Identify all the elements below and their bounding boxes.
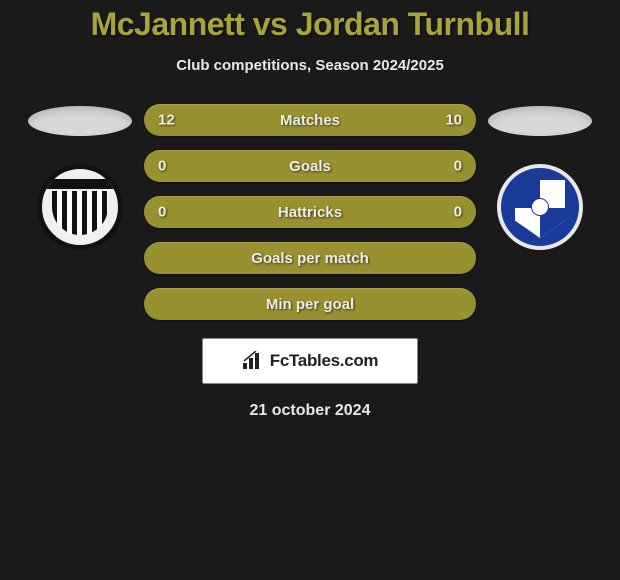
left-player-column: [20, 104, 140, 250]
page-title: McJannett vs Jordan Turnbull: [0, 6, 620, 43]
stat-bar-goals: 0 Goals 0: [144, 150, 476, 182]
stat-right-value: 10: [445, 112, 462, 129]
club-crest-right: [497, 164, 583, 250]
snapshot-date: 21 october 2024: [0, 402, 620, 420]
stat-left-value: 0: [158, 204, 166, 221]
right-player-column: [480, 104, 600, 250]
stat-bar-min-per-goal: Min per goal: [144, 288, 476, 320]
stat-bar-goals-per-match: Goals per match: [144, 242, 476, 274]
stat-right-value: 0: [454, 204, 462, 221]
club-crest-left: [37, 164, 123, 250]
stat-left-value: 0: [158, 158, 166, 175]
player-placeholder-left: [28, 106, 132, 136]
player-placeholder-right: [488, 106, 592, 136]
stat-bars: 12 Matches 10 0 Goals 0 0 Hattricks 0 Go…: [140, 104, 480, 320]
stat-label: Goals per match: [251, 250, 369, 267]
stat-bar-matches: 12 Matches 10: [144, 104, 476, 136]
page-subtitle: Club competitions, Season 2024/2025: [0, 57, 620, 74]
brand-text: FcTables.com: [270, 351, 379, 371]
header: McJannett vs Jordan Turnbull Club compet…: [0, 0, 620, 74]
stat-bar-hattricks: 0 Hattricks 0: [144, 196, 476, 228]
stat-label: Min per goal: [266, 296, 354, 313]
stat-left-value: 12: [158, 112, 175, 129]
bar-chart-icon: [242, 351, 264, 371]
stat-label: Hattricks: [278, 204, 342, 221]
stat-right-value: 0: [454, 158, 462, 175]
stat-label: Goals: [289, 158, 331, 175]
brand-attribution[interactable]: FcTables.com: [202, 338, 418, 384]
stat-label: Matches: [280, 112, 340, 129]
comparison-content: 12 Matches 10 0 Goals 0 0 Hattricks 0 Go…: [0, 104, 620, 320]
